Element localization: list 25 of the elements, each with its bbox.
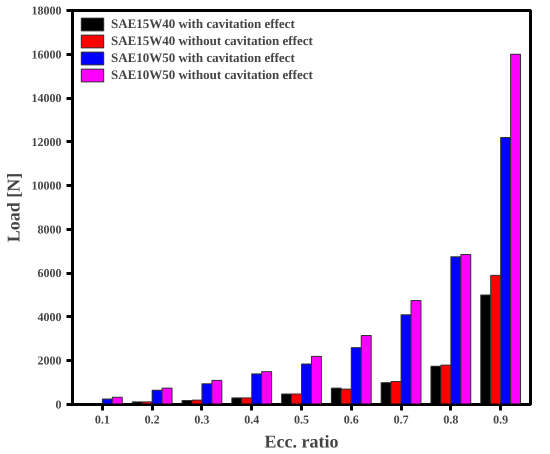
x-tick-label: 0.9 xyxy=(493,412,508,426)
legend-label: SAE15W40 with cavitation effect xyxy=(111,16,295,32)
y-tick-label: 4000 xyxy=(38,310,62,324)
x-tick-label: 0.1 xyxy=(94,412,110,426)
y-tick-label: 12000 xyxy=(32,134,62,149)
y-tick-label: 8000 xyxy=(38,222,62,236)
x-tick-label: 0.4 xyxy=(244,412,260,426)
x-tick-label: 0.8 xyxy=(443,412,458,426)
legend-label: SAE10W50 without cavitation effect xyxy=(111,67,313,83)
y-tick-label: 2000 xyxy=(38,354,62,368)
y-axis-title: Load [N] xyxy=(4,172,24,242)
y-tick-label: 0 xyxy=(56,398,62,412)
x-tick-label: 0.5 xyxy=(294,412,309,426)
x-tick-label: 0.6 xyxy=(344,412,359,426)
y-tick-label: 16000 xyxy=(32,47,62,62)
y-tick-label: 18000 xyxy=(32,4,62,18)
x-tick-label: 0.3 xyxy=(194,412,210,426)
y-tick-label: 14000 xyxy=(32,91,62,106)
legend-label: SAE15W40 without cavitation effect xyxy=(111,33,313,49)
legend-label: SAE10W50 with cavitation effect xyxy=(111,50,295,66)
x-tick-label: 0.2 xyxy=(144,412,160,426)
x-axis-title: Ecc. ratio xyxy=(264,432,338,452)
x-tick-label: 0.7 xyxy=(394,412,409,426)
y-tick-label: 6000 xyxy=(38,266,62,280)
y-tick-label: 10000 xyxy=(32,178,62,193)
